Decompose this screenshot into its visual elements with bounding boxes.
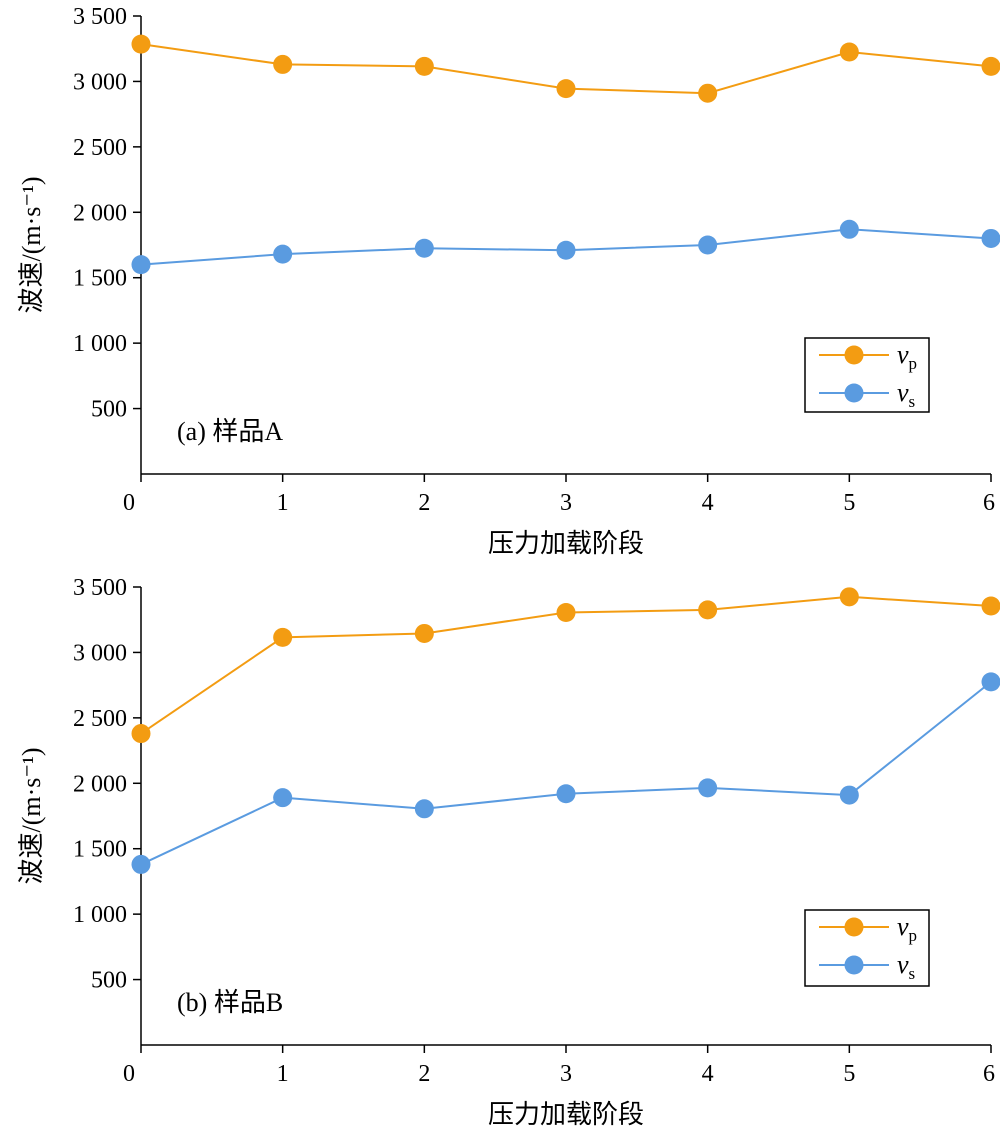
y-tick-label: 2 500 [73, 135, 127, 161]
data-point [981, 228, 1000, 248]
y-tick-label: 3 500 [73, 575, 127, 601]
legend-label: vp [897, 912, 917, 945]
y-tick-label: 1 000 [73, 331, 127, 357]
data-point [414, 623, 434, 643]
series-vs [131, 672, 1000, 874]
y-tick-label: 3 500 [73, 4, 127, 30]
y-tick-label: 1 500 [73, 266, 127, 292]
panel-annotation: (b) 样品B [177, 988, 283, 1017]
x-tick-label: 0 [123, 1061, 135, 1087]
data-point [698, 600, 718, 620]
legend-label: vs [897, 378, 915, 411]
x-tick-label: 5 [843, 490, 855, 516]
legend-label-subscript: s [909, 392, 916, 411]
x-tick-label: 2 [418, 1061, 430, 1087]
y-tick-label: 500 [91, 397, 127, 423]
data-point [839, 587, 859, 607]
x-axis-title: 压力加载阶段 [488, 1100, 644, 1129]
series-vp [131, 34, 1000, 103]
x-tick-label: 3 [560, 490, 572, 516]
x-tick-label: 5 [843, 1061, 855, 1087]
data-point [698, 235, 718, 255]
data-point [981, 56, 1000, 76]
data-point [131, 34, 151, 54]
x-tick-label: 6 [983, 1061, 995, 1087]
x-tick-label: 0 [123, 490, 135, 516]
legend-label-subscript: p [909, 354, 918, 373]
data-point [839, 785, 859, 805]
legend-label-subscript: p [909, 926, 918, 945]
x-tick-label: 4 [702, 490, 714, 516]
data-point [273, 244, 293, 264]
legend-marker [844, 955, 864, 975]
data-point [698, 83, 718, 103]
legend-label-subscript: s [909, 964, 916, 983]
y-tick-label: 2 000 [73, 771, 127, 797]
x-axis-title: 压力加载阶段 [488, 529, 644, 558]
x-tick-label: 2 [418, 490, 430, 516]
data-point [273, 627, 293, 647]
data-point [131, 255, 151, 275]
y-tick-label: 2 500 [73, 706, 127, 732]
legend-label-main: v [897, 912, 909, 941]
data-point [556, 79, 576, 99]
data-point [839, 219, 859, 239]
data-point [556, 240, 576, 260]
y-tick-label: 2 000 [73, 200, 127, 226]
x-tick-label: 6 [983, 490, 995, 516]
legend-label-main: v [897, 378, 909, 407]
y-tick-label: 3 000 [73, 640, 127, 666]
legend-label-main: v [897, 340, 909, 369]
series-line [140, 681, 992, 866]
legend-label: vs [897, 950, 915, 983]
data-point [414, 56, 434, 76]
y-tick-label: 1 500 [73, 837, 127, 863]
data-point [131, 724, 151, 744]
legend-label-main: v [897, 950, 909, 979]
legend-box [804, 909, 930, 987]
data-point [839, 42, 859, 62]
y-tick-label: 1 000 [73, 902, 127, 928]
legend-marker [844, 917, 864, 937]
x-tick-label: 1 [277, 490, 289, 516]
data-point [131, 854, 151, 874]
data-point [414, 799, 434, 819]
legend-box [804, 337, 930, 413]
legend-marker [844, 345, 864, 365]
legend-marker [844, 383, 864, 403]
legend-label: vp [897, 340, 917, 373]
data-point [556, 603, 576, 623]
series-vp [131, 587, 1000, 744]
data-point [981, 672, 1000, 692]
y-axis-title: 波速/(m·s⁻¹) [17, 747, 46, 884]
data-point [981, 596, 1000, 616]
x-tick-label: 3 [560, 1061, 572, 1087]
data-point [698, 778, 718, 798]
y-axis-title: 波速/(m·s⁻¹) [17, 176, 46, 313]
panel-annotation: (a) 样品A [177, 417, 283, 446]
data-point [273, 54, 293, 74]
y-tick-label: 500 [91, 968, 127, 994]
x-tick-label: 1 [277, 1061, 289, 1087]
series-vs [131, 219, 1000, 275]
data-point [273, 788, 293, 808]
chart-panel-1: 500 1 000 1 500 2 000 2 500 3 000 3 500 0 1 2 3 4 5 6… [17, 575, 1000, 1129]
data-point [556, 784, 576, 804]
data-point [414, 238, 434, 258]
chart-panel-0: 500 1 000 1 500 2 000 2 500 3 000 3 500 0 1 2 3 4 5 6… [17, 4, 1000, 558]
x-tick-label: 4 [702, 1061, 714, 1087]
y-tick-label: 3 000 [73, 69, 127, 95]
